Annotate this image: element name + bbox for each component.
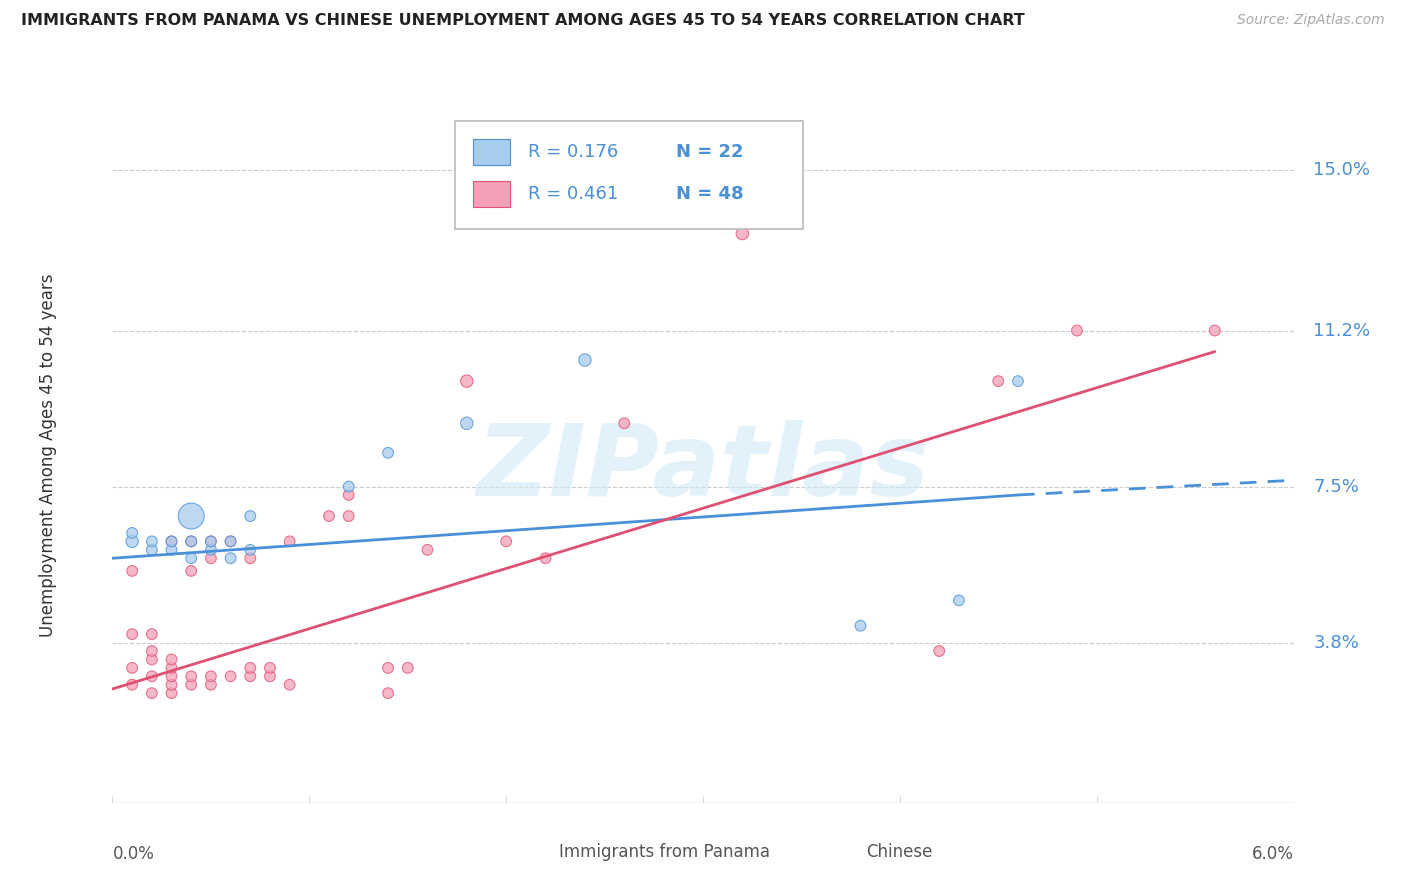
- Point: [160, 669, 183, 683]
- Point: [318, 509, 340, 524]
- Point: [141, 669, 163, 683]
- Point: [456, 374, 478, 388]
- Point: [416, 542, 439, 557]
- Point: [141, 652, 163, 666]
- Point: [160, 686, 183, 700]
- Point: [160, 661, 183, 675]
- Point: [396, 661, 419, 675]
- Point: [259, 669, 281, 683]
- Point: [200, 534, 222, 549]
- Point: [259, 661, 281, 675]
- Point: [160, 534, 183, 549]
- Point: [1204, 324, 1226, 338]
- Point: [121, 564, 143, 578]
- Point: [337, 479, 360, 493]
- FancyBboxPatch shape: [472, 139, 510, 166]
- Point: [239, 551, 262, 566]
- Point: [239, 669, 262, 683]
- Point: [948, 593, 970, 607]
- Point: [141, 534, 163, 549]
- Point: [160, 652, 183, 666]
- FancyBboxPatch shape: [456, 121, 803, 229]
- Point: [1007, 374, 1029, 388]
- Point: [180, 534, 202, 549]
- Point: [239, 661, 262, 675]
- Text: 15.0%: 15.0%: [1313, 161, 1371, 179]
- Point: [200, 678, 222, 692]
- Point: [141, 627, 163, 641]
- Point: [180, 669, 202, 683]
- Text: Immigrants from Panama: Immigrants from Panama: [560, 843, 770, 861]
- Point: [278, 534, 301, 549]
- Text: Source: ZipAtlas.com: Source: ZipAtlas.com: [1237, 13, 1385, 28]
- Point: [200, 669, 222, 683]
- Point: [121, 678, 143, 692]
- Point: [613, 417, 636, 431]
- Text: 7.5%: 7.5%: [1313, 477, 1360, 496]
- Text: R = 0.461: R = 0.461: [529, 185, 619, 203]
- Text: Chinese: Chinese: [866, 843, 932, 861]
- Text: ZIPatlas: ZIPatlas: [477, 420, 929, 517]
- Point: [239, 509, 262, 524]
- Point: [180, 678, 202, 692]
- Point: [377, 446, 399, 460]
- Point: [849, 618, 872, 632]
- Point: [200, 542, 222, 557]
- Point: [121, 661, 143, 675]
- Point: [219, 534, 242, 549]
- Point: [180, 551, 202, 566]
- Point: [495, 534, 517, 549]
- Point: [121, 525, 143, 540]
- Point: [928, 644, 950, 658]
- Point: [337, 509, 360, 524]
- FancyBboxPatch shape: [515, 841, 550, 863]
- Point: [200, 534, 222, 549]
- Point: [456, 417, 478, 431]
- Point: [239, 542, 262, 557]
- Text: 6.0%: 6.0%: [1251, 845, 1294, 863]
- Point: [1066, 324, 1088, 338]
- Text: 3.8%: 3.8%: [1313, 633, 1360, 651]
- Point: [121, 534, 143, 549]
- Point: [200, 551, 222, 566]
- Point: [141, 542, 163, 557]
- Point: [731, 227, 754, 241]
- Point: [987, 374, 1010, 388]
- Point: [141, 686, 163, 700]
- Text: R = 0.176: R = 0.176: [529, 144, 619, 161]
- FancyBboxPatch shape: [821, 841, 856, 863]
- Text: 0.0%: 0.0%: [112, 845, 155, 863]
- Point: [337, 488, 360, 502]
- Point: [574, 353, 596, 368]
- Point: [278, 678, 301, 692]
- Point: [534, 551, 557, 566]
- Point: [180, 509, 202, 524]
- Text: N = 48: N = 48: [676, 185, 744, 203]
- FancyBboxPatch shape: [472, 181, 510, 207]
- Point: [377, 686, 399, 700]
- Point: [160, 678, 183, 692]
- Point: [219, 551, 242, 566]
- Point: [377, 661, 399, 675]
- Point: [180, 534, 202, 549]
- Point: [141, 644, 163, 658]
- Text: N = 22: N = 22: [676, 144, 744, 161]
- Point: [160, 534, 183, 549]
- Point: [219, 534, 242, 549]
- Point: [219, 669, 242, 683]
- Text: 11.2%: 11.2%: [1313, 321, 1371, 340]
- Point: [121, 627, 143, 641]
- Point: [180, 564, 202, 578]
- Text: IMMIGRANTS FROM PANAMA VS CHINESE UNEMPLOYMENT AMONG AGES 45 TO 54 YEARS CORRELA: IMMIGRANTS FROM PANAMA VS CHINESE UNEMPL…: [21, 13, 1025, 29]
- Text: Unemployment Among Ages 45 to 54 years: Unemployment Among Ages 45 to 54 years: [38, 273, 56, 637]
- Point: [160, 542, 183, 557]
